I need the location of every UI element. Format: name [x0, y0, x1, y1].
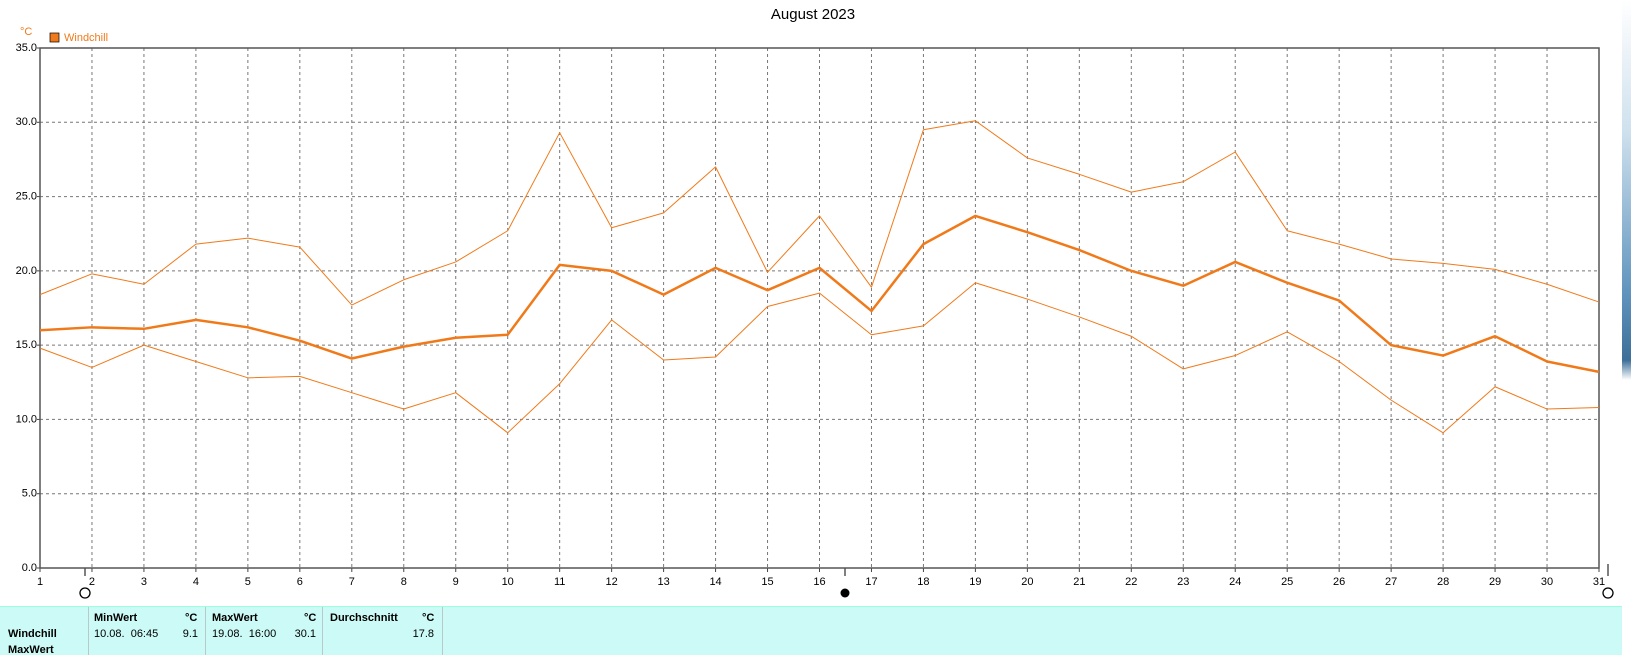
x-tick-label: 10	[502, 576, 514, 588]
column-unit: °C	[422, 612, 435, 624]
column-separator	[442, 607, 443, 655]
column-title: Durchschnitt	[330, 612, 398, 624]
x-tick-label: 31	[1593, 576, 1605, 588]
x-tick-label: 29	[1489, 576, 1501, 588]
x-tick-label: 20	[1021, 576, 1033, 588]
y-tick-label: 10.0	[16, 413, 37, 425]
summary-table: MinWert °C MaxWert °C Durchschnitt °C Wi…	[0, 606, 1622, 655]
x-tick-label: 13	[657, 576, 669, 588]
row-label: MaxWert	[8, 644, 54, 655]
x-tick-label: 15	[761, 576, 773, 588]
row-label: Windchill	[8, 628, 57, 640]
y-tick-label: 25.0	[16, 190, 37, 202]
y-tick-label: 30.0	[16, 116, 37, 128]
windchill-line	[39, 282, 1600, 434]
x-tick-label: 21	[1073, 576, 1085, 588]
x-tick-label: 27	[1385, 576, 1397, 588]
column-unit: °C	[304, 612, 317, 624]
x-tick-label: 3	[141, 576, 147, 588]
max-value: 30.1	[294, 628, 316, 640]
windchill-line	[39, 214, 1600, 374]
x-tick-label: 1	[37, 576, 43, 588]
y-unit: °C	[20, 26, 32, 38]
x-tick-label: 18	[917, 576, 929, 588]
x-tick-label: 7	[349, 576, 355, 588]
y-tick-label: 20.0	[16, 265, 37, 277]
y-tick-label: 5.0	[22, 488, 37, 500]
x-tick-label: 6	[297, 576, 303, 588]
y-tick-label: 0.0	[22, 562, 37, 574]
x-tick-label: 12	[606, 576, 618, 588]
x-tick-label: 23	[1177, 576, 1189, 588]
y-tick-label: 35.0	[16, 42, 37, 54]
full-moon-icon	[1602, 587, 1614, 599]
x-tick-label: 25	[1281, 576, 1293, 588]
x-tick-label: 4	[193, 576, 199, 588]
x-tick-label: 17	[865, 576, 877, 588]
x-tick-label: 22	[1125, 576, 1137, 588]
column-separator	[88, 607, 89, 655]
column-separator	[322, 607, 323, 655]
x-tick-label: 26	[1333, 576, 1345, 588]
column-unit: °C	[185, 612, 198, 624]
x-tick-label: 14	[709, 576, 721, 588]
x-tick-label: 9	[453, 576, 459, 588]
x-tick-label: 19	[969, 576, 981, 588]
max-time: 19.08. 16:00	[212, 628, 277, 640]
full-moon-icon	[79, 587, 91, 599]
windchill-line	[39, 120, 1600, 306]
chart-title: August 2023	[771, 6, 855, 23]
x-tick-label: 30	[1541, 576, 1553, 588]
x-tick-label: 5	[245, 576, 251, 588]
new-moon-icon	[840, 588, 850, 598]
x-tick-label: 28	[1437, 576, 1449, 588]
x-tick-label: 2	[89, 576, 95, 588]
min-time: 10.08. 06:45	[94, 628, 159, 640]
y-tick-label: 15.0	[16, 339, 37, 351]
x-tick-label: 8	[401, 576, 407, 588]
column-title: MaxWert	[212, 612, 258, 624]
x-tick-label: 11	[554, 576, 565, 588]
legend-swatch	[49, 32, 60, 43]
plot-border	[39, 47, 1600, 569]
window-edge	[1622, 0, 1631, 655]
x-tick-label: 24	[1229, 576, 1241, 588]
min-value: 9.1	[182, 628, 198, 640]
legend-label: Windchill	[64, 32, 108, 44]
avg-value: 17.8	[412, 628, 434, 640]
chart: August 2023 °C Windchill 0.0 5.0 10.0 15.0 2…	[16, 6, 1614, 599]
column-separator	[205, 607, 206, 655]
column-title: MinWert	[94, 612, 138, 624]
x-tick-label: 16	[813, 576, 825, 588]
